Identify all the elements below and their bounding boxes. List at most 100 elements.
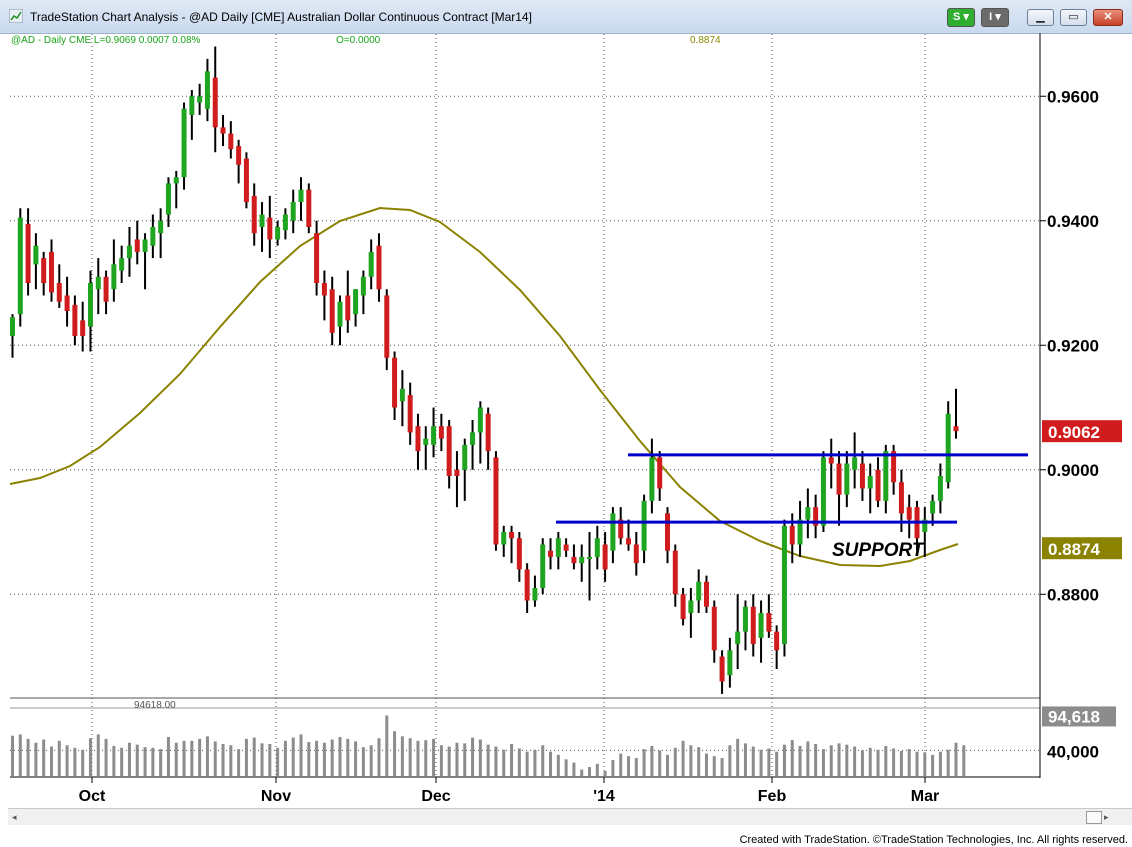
scroll-right-arrow-icon[interactable]: ▸: [1104, 812, 1109, 822]
scrollbar-thumb[interactable]: [1086, 811, 1102, 824]
volume-bar: [81, 749, 85, 776]
time-tick-label: Feb: [758, 788, 787, 805]
maximize-button[interactable]: ▭: [1060, 9, 1087, 26]
candle-down: [384, 295, 390, 358]
candle-up: [189, 96, 195, 115]
candle-down: [243, 158, 249, 203]
volume-bar: [221, 744, 225, 776]
candle-up: [696, 581, 702, 601]
strategy-dropdown-button[interactable]: S ▾: [947, 8, 975, 27]
candle-up: [290, 202, 296, 221]
minimize-icon: ▁: [1036, 11, 1045, 23]
indicator-dropdown-button[interactable]: I ▾: [981, 8, 1009, 27]
candle-up: [470, 432, 476, 445]
volume-bar: [689, 745, 693, 776]
candle-down: [48, 251, 54, 293]
volume-bar: [65, 745, 69, 776]
indicator-value-label: 0.8874: [1048, 540, 1101, 559]
volume-bar: [603, 770, 607, 776]
candle-down: [672, 550, 678, 595]
volume-bar: [549, 751, 553, 776]
volume-bar: [502, 749, 506, 776]
candle-up: [158, 220, 164, 234]
volume-bar: [533, 749, 537, 776]
minimize-button[interactable]: ▁: [1027, 9, 1054, 26]
volume-bar: [471, 737, 475, 776]
candle-down: [454, 469, 460, 476]
candle-down: [548, 550, 554, 557]
candle-down: [875, 469, 881, 501]
candle-up: [883, 451, 889, 501]
volume-bar: [385, 715, 389, 776]
support-annotation: SUPPORT: [832, 540, 925, 561]
candle-up: [922, 519, 928, 533]
candle-up: [579, 556, 585, 564]
candle-up: [805, 507, 811, 520]
volume-bar: [962, 745, 966, 776]
volume-bar: [73, 747, 77, 776]
candle-up: [431, 426, 437, 445]
volume-bar: [494, 746, 498, 776]
time-axis: Oct Nov Dec '14 Feb Mar: [79, 777, 939, 805]
price-tick-label: 0.9400: [1047, 212, 1099, 231]
candle-down: [321, 283, 327, 296]
candle-up: [742, 606, 748, 632]
volume-bar: [244, 738, 248, 776]
volume-bar: [369, 745, 373, 776]
candle-down: [633, 544, 639, 564]
volume-bar: [611, 760, 615, 776]
volume-bar: [11, 735, 14, 776]
volume-bar: [198, 738, 202, 776]
volume-bar: [619, 753, 623, 776]
price-tick-label: 0.8800: [1047, 585, 1099, 604]
volume-bar: [127, 742, 131, 776]
close-icon: ✕: [1103, 11, 1113, 23]
horizontal-scrollbar[interactable]: ◂ ▸: [8, 808, 1132, 825]
candle-up: [649, 457, 655, 501]
volume-bar: [354, 741, 358, 776]
volume-bar: [18, 734, 22, 776]
candle-down: [524, 569, 530, 601]
candle-up: [298, 189, 304, 203]
volume-bar: [42, 739, 46, 776]
volume-bar: [798, 745, 802, 776]
candle-down: [407, 395, 413, 433]
volume-bar: [868, 747, 872, 776]
volume-bar: [307, 742, 311, 776]
candle-down: [836, 463, 842, 495]
scroll-left-arrow-icon[interactable]: ◂: [12, 812, 17, 822]
candle-down: [657, 457, 663, 489]
candle-down: [72, 304, 78, 336]
volume-bar: [174, 742, 178, 776]
candle-down: [664, 513, 670, 551]
candle-up: [867, 476, 873, 489]
candle-up: [17, 217, 23, 315]
volume-bar: [884, 745, 888, 776]
volume-bar: [510, 744, 514, 776]
candle-up: [33, 245, 39, 265]
candle-up: [10, 317, 15, 336]
volume-bar: [650, 745, 654, 776]
candle-down: [571, 556, 577, 564]
volume-bar: [291, 737, 295, 776]
candle-down: [516, 538, 522, 570]
volume-bar: [49, 746, 53, 776]
candle-up: [594, 538, 600, 557]
open-status-text: O=0.0000: [336, 35, 381, 46]
candle-up: [641, 500, 647, 551]
volume-bar: [96, 734, 100, 776]
volume-bar: [205, 736, 209, 776]
volume-bar: [658, 750, 662, 776]
volume-bar: [229, 745, 233, 776]
candle-up: [111, 264, 117, 290]
close-button[interactable]: ✕: [1093, 9, 1123, 26]
volume-bar: [182, 740, 186, 776]
volume-bar: [268, 744, 272, 776]
volume-bar: [767, 748, 771, 776]
candle-down: [25, 223, 31, 284]
volume-bar: [837, 743, 841, 776]
candle-down: [563, 544, 569, 551]
candle-down: [618, 519, 624, 539]
volume-bar: [237, 749, 241, 776]
